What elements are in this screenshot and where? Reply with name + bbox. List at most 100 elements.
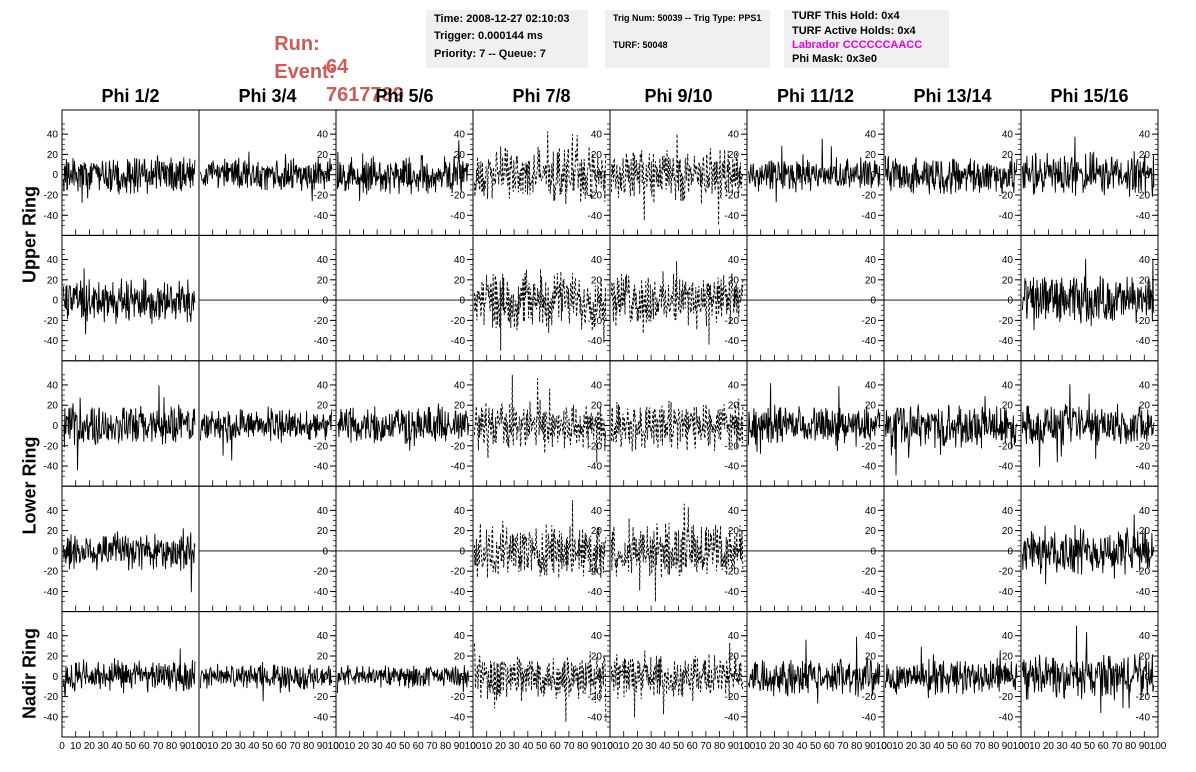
y-tick-label: -40 — [314, 336, 329, 347]
x-tick-label: 50 — [947, 741, 959, 752]
waveform-series — [62, 648, 196, 697]
x-tick-label: 60 — [687, 741, 699, 752]
y-tick-label: 40 — [317, 130, 329, 141]
waveform-series — [336, 403, 470, 451]
y-tick-label: 20 — [317, 275, 329, 286]
y-tick-label: -20 — [862, 692, 877, 703]
x-tick-label: 20 — [906, 741, 918, 752]
y-tick-label: 20 — [454, 526, 466, 537]
y-tick-label: 0 — [322, 170, 328, 181]
y-tick-label: -20 — [999, 692, 1014, 703]
waveform-series — [62, 155, 196, 203]
y-tick-label: 40 — [47, 130, 59, 141]
waveform-series — [62, 268, 196, 335]
y-tick-label: 40 — [591, 380, 603, 391]
x-tick-label: 30 — [1057, 741, 1069, 752]
y-tick-label: -40 — [999, 211, 1014, 222]
x-tick-label: 20 — [221, 741, 233, 752]
y-tick-label: 40 — [728, 380, 740, 391]
y-tick-label: 40 — [47, 255, 59, 266]
y-tick-label: 40 — [728, 631, 740, 642]
waveform-series — [62, 528, 196, 593]
y-tick-label: 40 — [1139, 506, 1151, 517]
x-tick-label: 30 — [783, 741, 795, 752]
y-tick-label: 40 — [317, 631, 329, 642]
waveform-series — [747, 636, 881, 704]
y-tick-label: 40 — [1002, 631, 1014, 642]
waveform-series — [610, 398, 744, 452]
x-tick-label: 80 — [440, 741, 452, 752]
y-tick-label: 20 — [1002, 150, 1014, 161]
y-tick-label: 20 — [454, 401, 466, 412]
run-line: Run: 64 — [252, 10, 348, 102]
y-tick-label: 20 — [454, 150, 466, 161]
y-tick-label: -40 — [725, 712, 740, 723]
waveform-series — [336, 140, 470, 202]
y-tick-label: 20 — [1002, 526, 1014, 537]
waveform-series — [336, 665, 470, 694]
y-tick-label: -20 — [725, 692, 740, 703]
y-tick-label: 0 — [322, 672, 328, 683]
y-tick-label: -20 — [1136, 190, 1151, 201]
y-tick-label: 20 — [47, 652, 59, 663]
waveform-series — [473, 131, 607, 205]
y-tick-label: 20 — [47, 401, 59, 412]
x-tick-label: 100 — [739, 741, 756, 752]
column-header: Phi 3/4 — [238, 86, 297, 106]
y-tick-label: 40 — [591, 631, 603, 642]
y-tick-label: -40 — [588, 462, 603, 473]
y-tick-label: 0 — [459, 296, 465, 307]
x-tick-label: 30 — [98, 741, 110, 752]
event-line: Event: 7617739 — [252, 38, 404, 130]
column-header: Phi 1/2 — [101, 86, 160, 106]
y-tick-label: 40 — [591, 506, 603, 517]
y-tick-label: 40 — [1002, 130, 1014, 141]
y-tick-label: 40 — [1139, 631, 1151, 642]
y-tick-label: 0 — [52, 672, 58, 683]
waveform-series — [199, 661, 333, 702]
x-tick-label: 0 — [196, 741, 202, 752]
y-tick-label: 0 — [322, 546, 328, 557]
y-tick-label: -40 — [725, 211, 740, 222]
x-tick-label: 10 — [618, 741, 630, 752]
x-tick-label: 40 — [248, 741, 260, 752]
y-tick-label: 40 — [591, 255, 603, 266]
x-tick-label: 80 — [303, 741, 315, 752]
y-tick-label: -40 — [1136, 211, 1151, 222]
x-tick-label: 0 — [470, 741, 476, 752]
y-tick-label: -40 — [1136, 712, 1151, 723]
x-tick-label: 40 — [933, 741, 945, 752]
y-tick-label: -20 — [725, 441, 740, 452]
y-tick-label: 40 — [865, 631, 877, 642]
y-tick-label: -40 — [862, 712, 877, 723]
y-tick-label: 40 — [1139, 380, 1151, 391]
x-tick-label: 70 — [700, 741, 712, 752]
y-tick-label: 0 — [1144, 170, 1150, 181]
y-tick-label: 20 — [1139, 652, 1151, 663]
x-tick-label: 80 — [577, 741, 589, 752]
x-tick-label: 90 — [1002, 741, 1014, 752]
y-tick-label: -20 — [44, 190, 59, 201]
x-tick-label: 90 — [1139, 741, 1151, 752]
y-tick-label: 40 — [1002, 380, 1014, 391]
x-tick-label: 20 — [632, 741, 644, 752]
y-tick-label: 40 — [454, 506, 466, 517]
waveform-series — [1021, 514, 1155, 585]
y-tick-label: 40 — [865, 380, 877, 391]
waveform-series — [884, 155, 1018, 195]
x-tick-label: 50 — [536, 741, 548, 752]
y-tick-label: -20 — [999, 567, 1014, 578]
x-tick-label: 50 — [262, 741, 274, 752]
y-tick-label: -20 — [999, 441, 1014, 452]
y-tick-label: 0 — [733, 672, 739, 683]
x-tick-label: 60 — [139, 741, 151, 752]
y-tick-label: -20 — [1136, 567, 1151, 578]
trig-num-line: Trig Num: 50039 -- Trig Type: PPS1 — [613, 13, 762, 23]
y-tick-label: 20 — [1002, 401, 1014, 412]
y-tick-label: 40 — [47, 631, 59, 642]
y-tick-label: 40 — [454, 631, 466, 642]
x-tick-label: 0 — [744, 741, 750, 752]
y-tick-label: 40 — [454, 380, 466, 391]
y-tick-label: 0 — [459, 546, 465, 557]
x-tick-label: 70 — [152, 741, 164, 752]
